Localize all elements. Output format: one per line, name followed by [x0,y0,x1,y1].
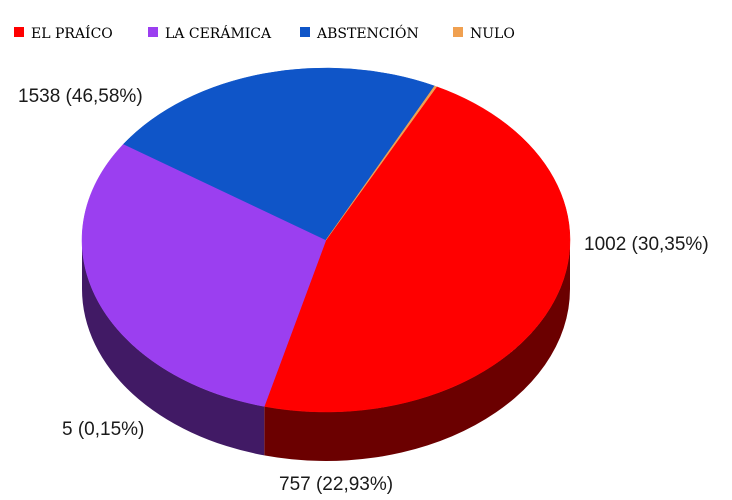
data-label-3: 5 (0,15%) [62,419,144,440]
legend-label-3: NULO [470,26,515,42]
pie-slice-2 [123,67,435,241]
data-label-0: 1538 (46,58%) [18,86,143,107]
legend-swatch-3 [453,27,463,37]
slice-side-1 [82,240,265,456]
legend-swatch-0 [14,27,24,37]
slice-side-0 [264,240,570,462]
pie-slice-1 [81,143,327,407]
legend-label-2: ABSTENCIÓN [316,24,419,42]
data-label-1: 1002 (30,35%) [584,234,709,255]
pie-slice-3 [325,85,438,241]
pie-slice-0 [263,86,571,413]
legend-swatch-2 [300,27,310,37]
legend-entry-1: LA CERÁMICA [148,24,272,42]
pie-slices [81,67,571,413]
data-label-2: 757 (22,93%) [279,474,393,495]
legend-label-1: LA CERÁMICA [165,24,272,42]
data-labels: 1538 (46,58%) 1002 (30,35%) 757 (22,93%) 5 … [18,86,709,495]
chart-legend: EL PRAÍCO LA CERÁMICA ABSTENCIÓN NULO [14,24,515,42]
legend-swatch-1 [148,27,158,37]
legend-entry-0: EL PRAÍCO [14,24,113,42]
legend-entry-3: NULO [453,26,515,42]
pie-3d-sides [82,240,570,462]
legend-entry-2: ABSTENCIÓN [300,24,419,42]
legend-label-0: EL PRAÍCO [31,24,113,42]
